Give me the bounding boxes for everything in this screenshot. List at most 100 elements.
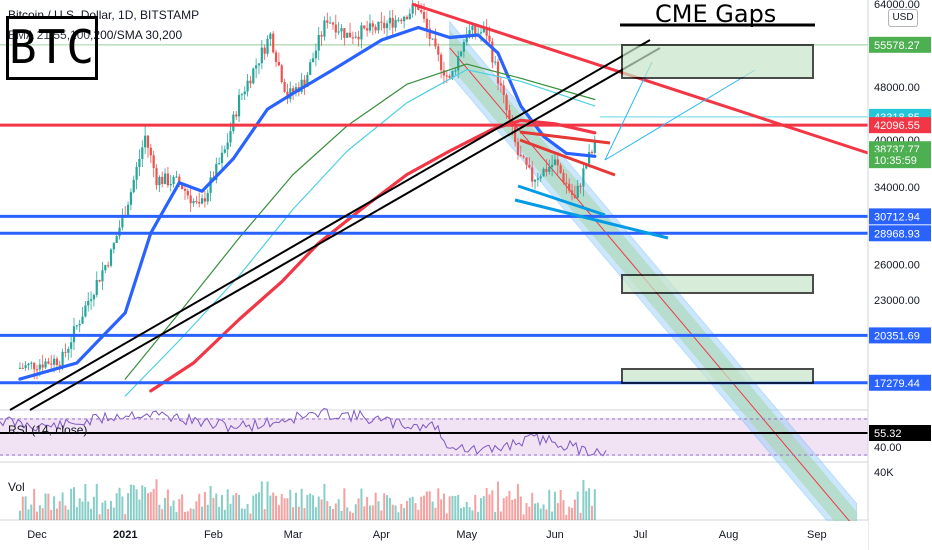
volume-bar [445, 513, 448, 520]
volume-bar [198, 493, 201, 520]
candle-body [459, 51, 463, 57]
candle-body [274, 52, 278, 62]
candle-body [240, 94, 244, 96]
volume-bar [41, 508, 44, 520]
time-tick-label: Jul [633, 529, 647, 541]
candle-body [50, 363, 53, 365]
candle-body [70, 342, 73, 349]
candle-body [101, 270, 104, 282]
price-tick-label: 34000.00 [874, 182, 920, 194]
price-tag-label: 17279.44 [874, 378, 920, 390]
candle-body [388, 17, 391, 24]
volume-bar [112, 507, 115, 520]
candle-body [235, 114, 238, 117]
volume-bar [553, 491, 556, 520]
candle-body [385, 23, 389, 29]
candle-body [203, 198, 207, 202]
volume-bar [164, 497, 167, 520]
candle-body [44, 361, 47, 368]
candle-body [35, 369, 39, 371]
volume-bar [92, 496, 95, 520]
volume-bar [576, 491, 579, 520]
volume-bar [425, 491, 428, 520]
volume-bar [548, 489, 551, 520]
candle-body [115, 236, 118, 243]
volume-bar [175, 512, 178, 520]
candle-body [445, 75, 448, 77]
volume-bar [169, 506, 172, 520]
volume-bar [283, 498, 286, 520]
volume-bar [24, 496, 27, 520]
volume-bar [172, 500, 175, 520]
volume-bar [118, 487, 121, 520]
volume-bar [403, 508, 406, 520]
volume-bar [394, 505, 397, 520]
candle-body [200, 198, 204, 204]
volume-bar [289, 489, 292, 520]
price-tag-label: 10:35:59 [874, 155, 917, 167]
rsi-tick-label: 40.00 [874, 442, 902, 454]
candle-body [408, 13, 411, 20]
volume-bar [192, 508, 195, 520]
volume-bar [280, 494, 283, 520]
candle-body [41, 364, 44, 368]
volume-bar [127, 493, 130, 520]
volume-bar [360, 488, 363, 520]
volume-bar [64, 505, 67, 520]
volume-bar [115, 493, 118, 520]
volume-bar [488, 494, 491, 520]
candle-body [545, 168, 548, 172]
volume-bar [437, 488, 440, 520]
volume-bar [104, 500, 107, 520]
volume-bar [269, 495, 272, 520]
volume-bar [431, 501, 434, 520]
volume-bar [18, 510, 21, 520]
volume-bar [351, 513, 354, 520]
volume-bar [81, 501, 84, 520]
candle-body [331, 22, 335, 25]
volume-bar [84, 484, 87, 520]
candle-body [158, 176, 161, 186]
volume-bar [144, 487, 147, 520]
volume-bar [266, 481, 269, 520]
currency-button[interactable]: USD [888, 9, 918, 27]
rsi-value-label: 55.32 [874, 428, 902, 440]
candle-body [269, 33, 272, 39]
candle-body [516, 142, 520, 155]
volume-bar [539, 508, 542, 520]
volume-bar [571, 507, 574, 520]
candle-body [494, 61, 497, 63]
volume-bar [206, 504, 209, 520]
volume-bar [297, 506, 300, 520]
volume-bar [420, 496, 423, 520]
ma-line-ema-200 [149, 118, 597, 393]
volume-bar [460, 508, 463, 520]
volume-bar [440, 499, 443, 520]
volume-bar [451, 495, 454, 520]
btc-label-box: BTC [6, 16, 98, 80]
candle-body [400, 19, 403, 22]
candle-body [420, 9, 423, 13]
volume-bar [58, 501, 61, 520]
volume-bar [585, 491, 588, 520]
candle-body [422, 12, 426, 19]
volume-bar [414, 503, 417, 520]
candle-body [223, 149, 226, 153]
support-trendline [29, 47, 661, 411]
candle-body [249, 80, 252, 84]
volume-bar [411, 496, 414, 520]
volume-bar [152, 488, 155, 520]
volume-bar [329, 506, 332, 520]
volume-bar [292, 507, 295, 520]
candle-body [161, 176, 164, 184]
volume-bar [383, 493, 386, 520]
volume-bar [454, 496, 457, 520]
candles [18, 0, 596, 380]
volume-bar [423, 495, 426, 520]
volume-bar [499, 511, 502, 520]
volume-bar [226, 489, 229, 520]
candle-body [186, 190, 189, 196]
candle-body [383, 22, 386, 29]
volume-bar [246, 504, 249, 520]
